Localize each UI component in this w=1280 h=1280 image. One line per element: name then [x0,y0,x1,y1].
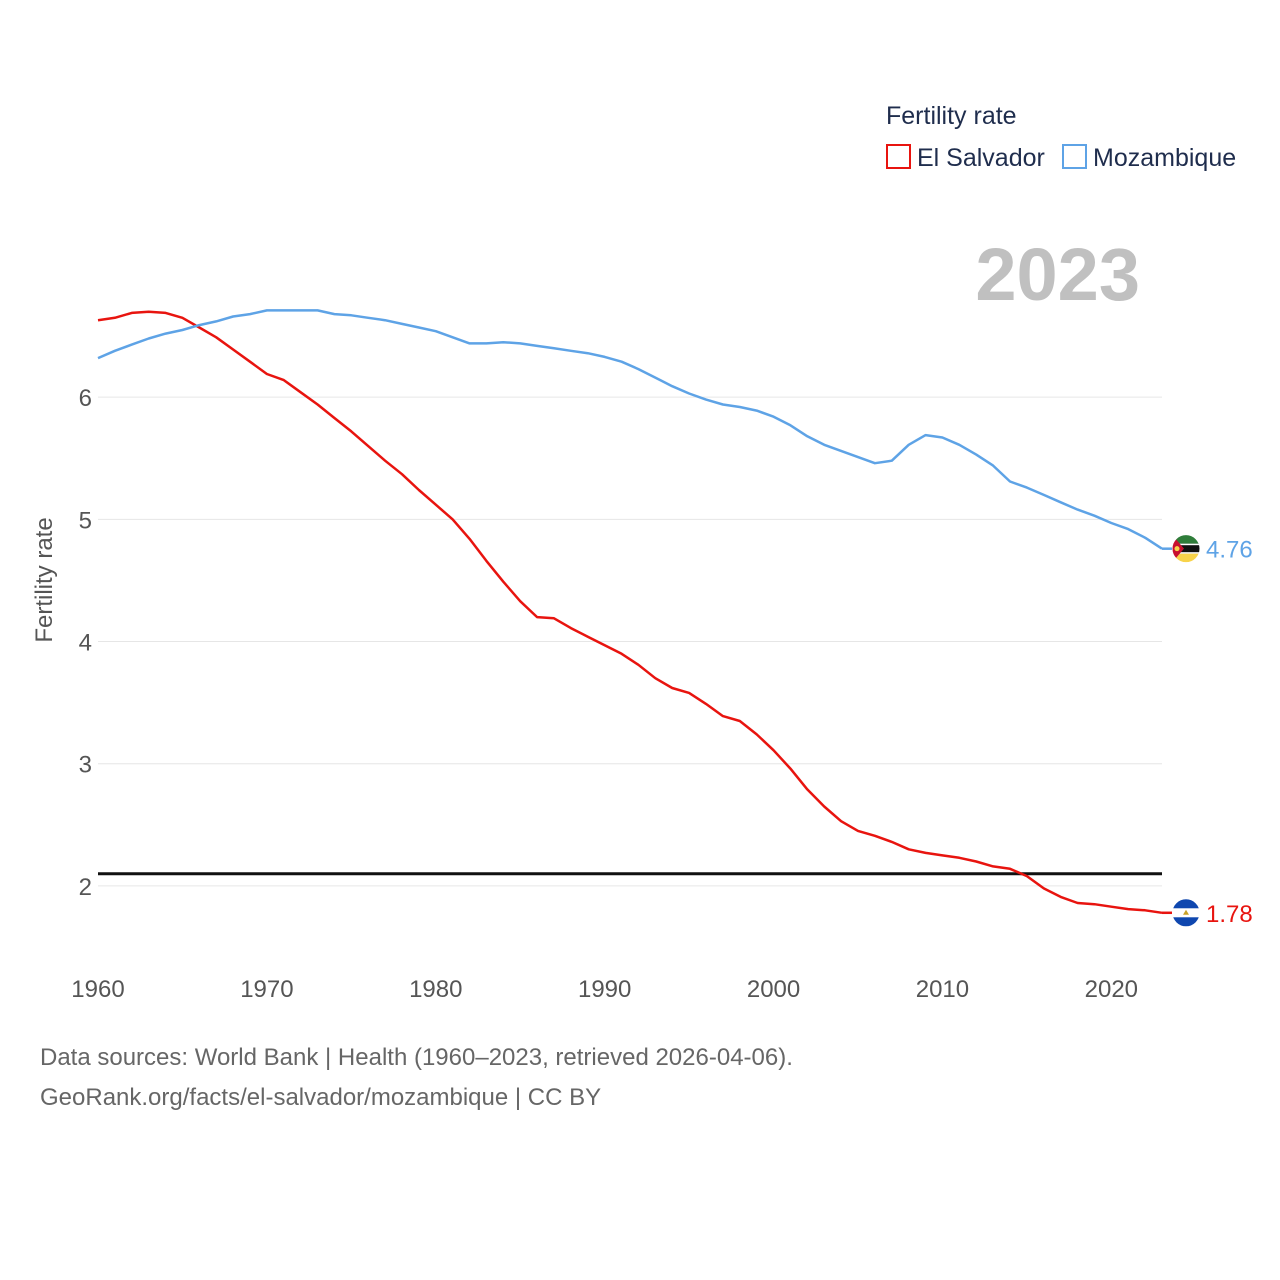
legend-label-el-salvador: El Salvador [917,144,1045,172]
end-value-label-mozambique: 4.76 [1206,537,1253,564]
y-tick-label: 4 [79,630,92,657]
y-axis-ticks: 2 3 4 5 6 [79,385,92,901]
series-end-markers: 1.78 4.76 [1162,534,1253,928]
legend-label-mozambique: Mozambique [1093,144,1236,172]
y-tick-label: 5 [79,507,92,534]
series-lines [97,309,1163,915]
y-tick-label: 2 [79,874,92,901]
mozambique-flag-icon [1171,534,1201,564]
gridlines [98,396,1162,887]
series-line-mozambique [97,309,1163,550]
end-value-label-el-salvador: 1.78 [1206,901,1253,928]
series-line-el-salvador [97,310,1163,915]
legend: Fertility rate El Salvador Mozambique [886,102,1236,172]
legend-swatch-mozambique [1062,144,1087,169]
legend-item-mozambique[interactable]: Mozambique [1062,144,1236,172]
data-source-note: Data sources: World Bank | Health (1960–… [40,1044,793,1071]
x-tick-label: 1970 [240,976,293,1003]
y-tick-label: 6 [79,385,92,412]
x-tick-label: 2000 [747,976,800,1003]
x-axis-ticks: 1960 1970 1980 1990 2000 2010 2020 [71,976,1138,1003]
el-salvador-flag-icon [1171,898,1201,928]
x-tick-label: 2010 [916,976,969,1003]
legend-swatch-el-salvador [886,144,911,169]
legend-item-el-salvador[interactable]: El Salvador [886,144,1045,172]
legend-title: Fertility rate [886,102,1017,130]
current-year-label: 2023 [975,233,1140,316]
y-axis-label: Fertility rate [31,517,58,642]
attribution-note: GeoRank.org/facts/el-salvador/mozambique… [40,1084,602,1111]
x-tick-label: 2020 [1085,976,1138,1003]
x-tick-label: 1990 [578,976,631,1003]
x-tick-label: 1980 [409,976,462,1003]
x-tick-label: 1960 [71,976,124,1003]
y-tick-label: 3 [79,752,92,779]
